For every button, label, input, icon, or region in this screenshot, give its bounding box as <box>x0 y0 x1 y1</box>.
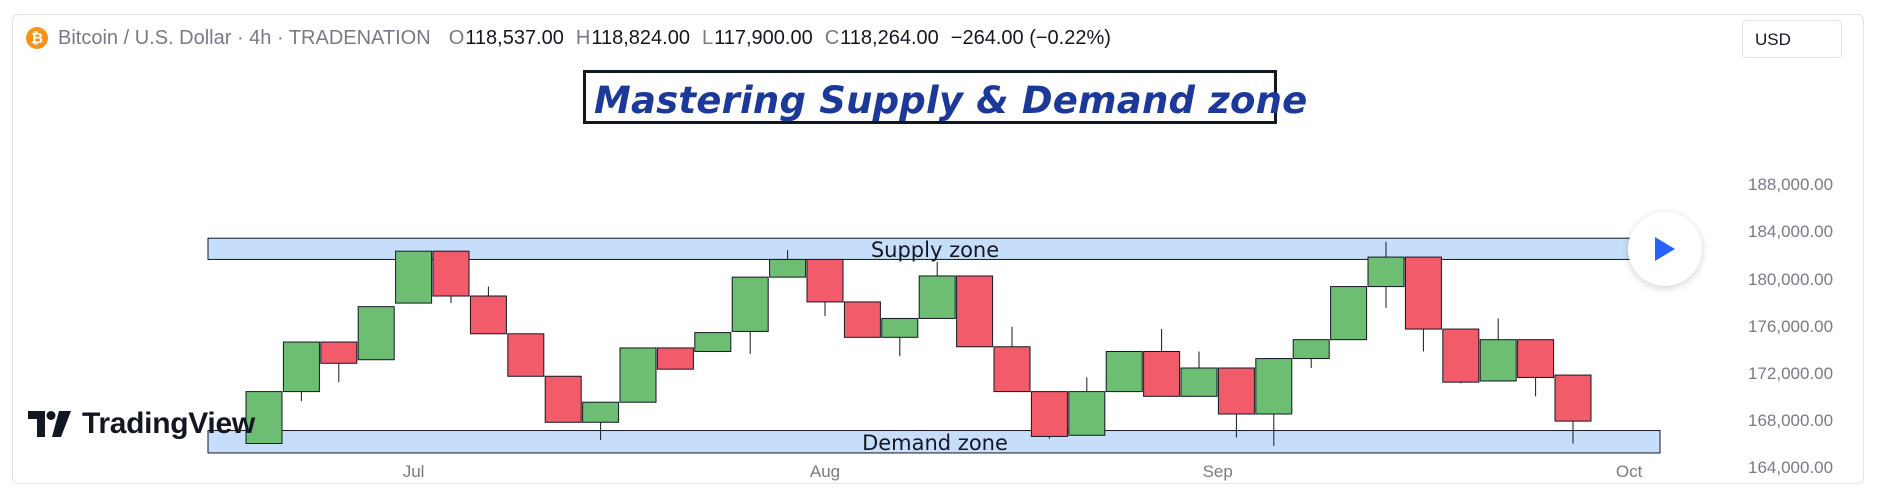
price-axis-tick: 180,000.00 <box>1748 269 1834 289</box>
price-axis-tick: 188,000.00 <box>1748 175 1834 195</box>
candle-up <box>357 306 395 361</box>
symbol-description[interactable]: Bitcoin / U.S. Dollar · 4h · TRADENATION <box>58 26 431 49</box>
candle-down <box>1030 391 1068 437</box>
candle-down <box>469 295 507 335</box>
play-button[interactable] <box>1628 212 1702 286</box>
candle-down <box>656 347 694 370</box>
candle-down <box>544 375 582 423</box>
candle-up <box>881 317 919 338</box>
time-axis-tick: Oct <box>1615 462 1643 481</box>
candle-up <box>245 391 283 445</box>
candle-down <box>806 258 844 303</box>
candle-up <box>1292 339 1330 360</box>
demand-zone-label: Demand zone <box>862 431 1008 455</box>
candle-up <box>1105 350 1143 393</box>
candle-down <box>1554 374 1592 422</box>
candle-down <box>993 346 1031 393</box>
candle-up <box>769 258 807 278</box>
candle-up <box>731 276 769 332</box>
candle-down <box>956 275 994 348</box>
demand-zone-rect <box>207 430 1661 454</box>
time-axis-tick: Aug <box>809 462 841 481</box>
ohlc-open: O118,537.00 <box>448 26 564 49</box>
ohlc-high: H118,824.00 <box>575 26 690 49</box>
price-axis-tick: 184,000.00 <box>1748 222 1834 242</box>
candle-down <box>843 301 881 338</box>
candle-down <box>432 250 470 297</box>
candle-up <box>395 250 433 304</box>
ohlc-low: L117,900.00 <box>701 26 813 49</box>
tradingview-logo-text: TradingView <box>82 407 255 440</box>
candle-up <box>694 332 732 352</box>
candle-up <box>1479 339 1517 382</box>
candle-up <box>282 341 320 393</box>
candle-up <box>1255 358 1293 415</box>
symbol-header: ₿ Bitcoin / U.S. Dollar · 4h · TRADENATI… <box>26 24 1111 52</box>
candle-down <box>1143 350 1181 397</box>
candle-up <box>1330 286 1368 341</box>
time-axis-tick: Jul <box>402 462 425 481</box>
candle-up <box>619 347 657 403</box>
title-annotation-box: Mastering Supply & Demand zone <box>583 70 1307 124</box>
candle-down <box>1217 367 1255 415</box>
candle-up <box>1068 391 1106 436</box>
price-axis-tick: 168,000.00 <box>1748 411 1834 431</box>
chart-frame <box>12 14 1864 484</box>
candle-up <box>918 275 956 319</box>
chart-title: Mastering Supply & Demand zone <box>594 79 1308 122</box>
candle-up <box>1367 256 1405 288</box>
candle-down <box>507 333 545 377</box>
candle-up <box>1180 367 1218 397</box>
price-change: −264.00 (−0.22%) <box>950 26 1111 49</box>
ohlc-close: C118,264.00 <box>824 26 939 49</box>
tradingview-logo: TradingView <box>28 407 255 441</box>
price-axis-tick: 176,000.00 <box>1748 316 1834 336</box>
currency-button[interactable]: USD <box>1742 20 1842 58</box>
price-axis-tick: 172,000.00 <box>1748 364 1834 384</box>
candle-down <box>1517 339 1555 378</box>
play-icon <box>1655 237 1675 261</box>
candle-down <box>1442 328 1480 383</box>
candle-up <box>582 401 620 423</box>
bitcoin-icon: ₿ <box>26 27 48 49</box>
candle-down <box>320 341 358 364</box>
candle-down <box>1404 256 1442 330</box>
supply-zone-label: Supply zone <box>871 238 999 262</box>
tradingview-logo-icon <box>28 411 71 437</box>
ohlc-values: O118,537.00 H118,824.00 L117,900.00 C118… <box>449 27 1111 50</box>
price-axis-tick: 164,000.00 <box>1748 458 1834 478</box>
time-axis-tick: Sep <box>1202 462 1233 481</box>
